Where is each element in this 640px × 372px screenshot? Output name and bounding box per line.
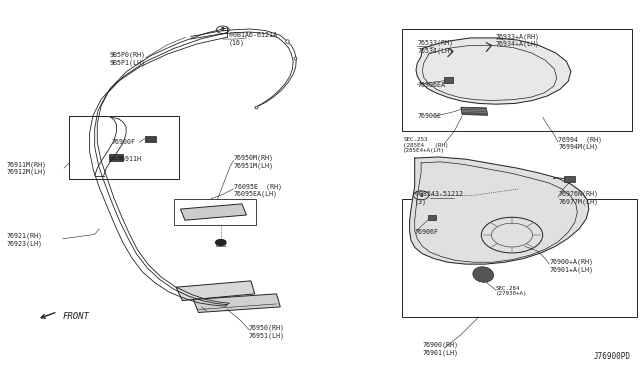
Text: 76906E: 76906E [417, 113, 442, 119]
Bar [444, 77, 453, 83]
Bar [174, 199, 256, 225]
Text: 76900(RH)
76901(LH): 76900(RH) 76901(LH) [422, 342, 458, 356]
Polygon shape [410, 157, 589, 264]
Text: 76911M(RH)
76912M(LH): 76911M(RH) 76912M(LH) [6, 161, 46, 175]
Bar [216, 240, 225, 246]
Text: 76906EA: 76906EA [417, 82, 445, 88]
Text: 76921(RH)
76923(LH): 76921(RH) 76923(LH) [6, 233, 42, 247]
Bar [402, 29, 632, 131]
Text: 76950(RH)
76951(LH): 76950(RH) 76951(LH) [248, 325, 284, 339]
Text: 76906F: 76906F [415, 230, 439, 235]
Text: 76095E  (RH)
76095EA(LH): 76095E (RH) 76095EA(LH) [234, 183, 282, 198]
Text: 76900+A(RH)
76901+A(LH): 76900+A(RH) 76901+A(LH) [549, 259, 593, 273]
Bar [109, 154, 123, 161]
Text: SEC.284
(27930+A): SEC.284 (27930+A) [496, 285, 527, 296]
Text: S: S [419, 193, 423, 198]
Text: 76994  (RH)
76994M(LH): 76994 (RH) 76994M(LH) [558, 136, 602, 150]
Text: FRONT: FRONT [63, 312, 90, 321]
Text: 76900F: 76900F [112, 139, 136, 145]
Bar [428, 215, 436, 220]
Bar [564, 176, 575, 182]
Text: 76976N(RH)
76977M(LH): 76976N(RH) 76977M(LH) [558, 191, 598, 205]
Polygon shape [416, 38, 571, 104]
Polygon shape [180, 204, 246, 220]
Text: 76933+A(RH)
76934+A(LH): 76933+A(RH) 76934+A(LH) [496, 33, 540, 47]
Text: 76911H: 76911H [117, 156, 141, 162]
Text: ®0B1A6-6121A
(16): ®0B1A6-6121A (16) [229, 32, 277, 46]
Text: J76900PD: J76900PD [593, 352, 630, 361]
Polygon shape [176, 281, 255, 301]
Bar [402, 199, 637, 317]
Text: 76950M(RH)
76951M(LH): 76950M(RH) 76951M(LH) [234, 155, 274, 169]
Text: 9B5P0(RH)
9B5P1(LH): 9B5P0(RH) 9B5P1(LH) [110, 52, 146, 66]
Ellipse shape [473, 267, 493, 282]
Circle shape [216, 240, 226, 246]
Text: ©08543-51212
(3): ©08543-51212 (3) [415, 191, 463, 205]
Bar [69, 116, 179, 179]
Polygon shape [461, 107, 488, 115]
Polygon shape [193, 294, 280, 312]
Bar [145, 136, 156, 142]
Text: SEC.253
(285E4   (RH)
(285E4+A(LH): SEC.253 (285E4 (RH) (285E4+A(LH) [403, 137, 449, 153]
Text: B: B [221, 27, 225, 32]
Text: 76533(RH)
76534(LH): 76533(RH) 76534(LH) [417, 39, 453, 54]
